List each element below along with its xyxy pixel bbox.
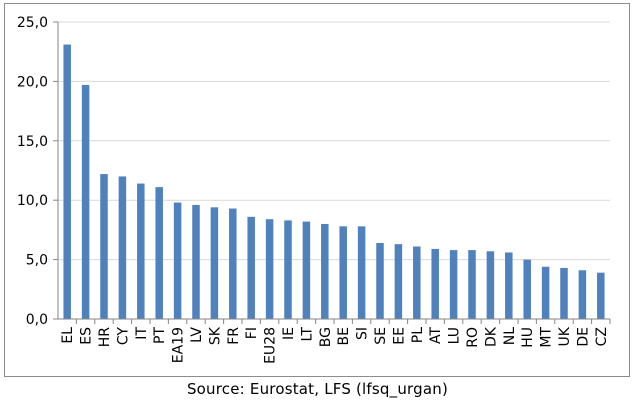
x-tick-label: BE <box>336 327 352 345</box>
x-tick-label: LU <box>447 327 463 344</box>
x-tick-label: HR <box>97 327 113 348</box>
x-tick-label: EU28 <box>263 327 279 364</box>
bar-se <box>376 242 384 319</box>
bar-bg <box>321 223 329 319</box>
bar-dk <box>486 251 495 319</box>
x-tick-label: SE <box>373 327 389 345</box>
bar-ee <box>394 244 403 319</box>
bars <box>63 44 605 320</box>
x-tick-label: UK <box>557 326 573 346</box>
x-tick-label: AT <box>428 327 444 344</box>
bar-lv <box>192 204 200 319</box>
bar-sk <box>210 207 219 319</box>
bar-hr <box>100 174 108 319</box>
bar-ea19 <box>173 202 182 319</box>
x-tick-label: IT <box>134 327 150 340</box>
bar-fr <box>229 208 237 319</box>
bar-si <box>357 226 366 319</box>
bar-ro <box>468 250 476 319</box>
x-tick-label: LT <box>299 327 315 342</box>
x-tick-label: FR <box>226 327 242 345</box>
x-tick-label: IE <box>281 327 297 340</box>
bar-hu <box>523 259 531 319</box>
y-tick-label: 25,0 <box>17 15 48 31</box>
y-tick-label: 20,0 <box>17 74 48 90</box>
x-tick-label: ES <box>79 327 95 345</box>
bar-eu28 <box>265 219 274 319</box>
bar-at <box>431 248 439 319</box>
x-tick-label: BG <box>318 327 334 347</box>
bar-pt <box>155 187 163 319</box>
y-tick-label: 15,0 <box>17 134 48 150</box>
gridlines <box>58 21 610 261</box>
x-tick-label: RO <box>465 327 481 348</box>
bar-de <box>578 270 587 319</box>
y-tick-label: 10,0 <box>17 193 48 209</box>
x-tick-label: MT <box>539 327 555 348</box>
source-caption: Source: Eurostat, LFS (lfsq_urgan) <box>186 380 449 398</box>
bar-mt <box>541 266 550 319</box>
x-tick-label: PT <box>152 327 168 344</box>
bar-lu <box>449 250 458 319</box>
bar-nl <box>505 252 513 319</box>
x-tick-label: PL <box>410 327 426 343</box>
axes <box>53 21 611 324</box>
bar-cz <box>597 272 605 319</box>
x-tick-label: DE <box>575 327 591 347</box>
y-tick-label: 5,0 <box>26 253 48 269</box>
x-tick-label: HU <box>520 327 536 348</box>
bar-pl <box>413 246 421 319</box>
bar-it <box>137 183 145 319</box>
x-tick-label: SK <box>207 326 223 345</box>
x-tick-label: EE <box>391 327 407 345</box>
x-tick-label: EL <box>60 327 76 344</box>
bar-fi <box>247 216 255 319</box>
bar-es <box>81 84 90 320</box>
bar-el <box>63 44 71 320</box>
bar-uk <box>560 267 568 319</box>
x-tick-label: SI <box>355 327 371 340</box>
bar-chart: 0,05,010,015,020,025,0 EL ES HR CY IT PT EA19 L… <box>17 15 611 364</box>
x-tick-label: LV <box>189 327 205 343</box>
bar-cy <box>118 176 127 319</box>
x-tick-label: DK <box>483 326 499 347</box>
x-tick-label: FI <box>244 327 260 339</box>
bar-lt <box>302 221 311 319</box>
bar-ie <box>284 220 292 319</box>
x-tick-label: NL <box>502 327 518 345</box>
x-tick-labels: EL ES HR CY IT PT EA19 LV SK FR FI EU28 IE LT BG BE SI SE… <box>60 326 610 364</box>
x-tick-label: CY <box>115 327 131 346</box>
x-tick-label: EA19 <box>171 327 187 363</box>
bar-be <box>339 226 347 319</box>
y-tick-label: 0,0 <box>26 312 48 328</box>
x-tick-label: CZ <box>594 327 610 346</box>
y-tick-labels: 0,0 5,0 10,0 15,0 20,0 25,0 <box>17 15 48 328</box>
